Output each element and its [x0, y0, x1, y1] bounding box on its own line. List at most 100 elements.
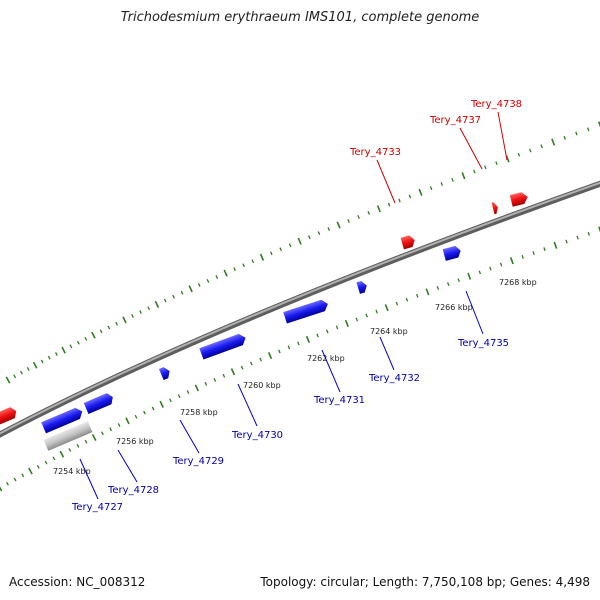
upper-track-tick	[398, 198, 401, 203]
scale-label-7266: 7266 kbp	[435, 303, 473, 312]
upper-track-tick	[61, 346, 66, 354]
scale-label-7260: 7260 kbp	[243, 381, 281, 390]
upper-track-tick	[528, 148, 532, 153]
gene-arrow-tery-4731[interactable]	[283, 298, 330, 324]
upper-track-tick	[223, 269, 228, 277]
upper-track-tick	[139, 310, 142, 314]
gene-arrow-tery-4732[interactable]	[356, 280, 368, 294]
gene-label-tery-4729[interactable]: Tery_4729	[172, 456, 224, 467]
scale-label-7268: 7268 kbp	[499, 278, 537, 287]
scale-label-7258: 7258 kbp	[180, 408, 218, 417]
lower-track-tick	[267, 351, 273, 360]
gene-arrow-tery-4737[interactable]	[491, 201, 500, 215]
forward-gene-features	[0, 191, 529, 425]
lower-track-tick	[326, 329, 329, 334]
upper-track-tick	[163, 298, 167, 303]
lower-track-tick	[159, 400, 164, 408]
gene-label-tery-4730[interactable]: Tery_4730	[231, 430, 283, 441]
upper-track-tick	[188, 285, 193, 293]
leader-tery-4730	[237, 383, 258, 427]
leader-tery-4738	[497, 111, 508, 161]
lower-track-tick	[553, 241, 558, 249]
upper-track-tick	[387, 202, 391, 207]
lower-track-tick	[84, 439, 88, 444]
accession-text: Accession: NC_008312	[9, 575, 146, 589]
upper-track-tick	[154, 300, 160, 308]
lower-track-tick	[287, 345, 291, 350]
upper-track-tick	[242, 263, 245, 268]
upper-track-tick	[122, 316, 127, 324]
gene-arrow-tery-4729[interactable]	[158, 366, 172, 381]
lower-track-tick	[134, 414, 138, 419]
upper-track-tick	[376, 205, 381, 213]
upper-track-tick	[91, 331, 96, 339]
gene-arrow-tery-4728[interactable]	[83, 392, 115, 414]
upper-track-tick	[233, 267, 236, 272]
upper-track-tick	[251, 259, 255, 264]
lower-track-tick	[565, 239, 568, 244]
upper-track-tick	[598, 121, 600, 128]
lower-track-tick	[222, 373, 226, 378]
upper-track-tick	[440, 182, 444, 186]
lower-track-tick	[0, 486, 3, 492]
gene-arrow-tery-4735[interactable]	[442, 245, 463, 261]
lower-track-tick	[587, 231, 591, 236]
upper-track-tick	[147, 306, 151, 311]
gene-label-tery-4733[interactable]: Tery_4733	[349, 147, 401, 158]
lower-track-tick	[91, 434, 97, 441]
gene-arrow-pseudo[interactable]	[43, 421, 93, 451]
upper-track-tick	[279, 247, 282, 252]
upper-track-tick	[429, 186, 433, 191]
gene-label-tery-4735[interactable]: Tery_4735	[457, 338, 509, 349]
upper-track-tick	[347, 219, 350, 223]
upper-track-tick	[357, 215, 360, 219]
upper-track-tick	[336, 221, 341, 229]
upper-track-tick	[69, 344, 73, 349]
lower-track-tick	[405, 297, 409, 302]
gene-label-tery-4727[interactable]: Tery_4727	[71, 502, 123, 513]
upper-track-tick	[575, 131, 578, 136]
scale-labels: 7254 kbp 7256 kbp 7258 kbp 7260 kbp 7262…	[53, 278, 537, 476]
genome-title: Trichodesmium erythraeum IMS101, complet…	[120, 10, 480, 25]
upper-track-tick	[215, 275, 219, 279]
upper-track-tick	[107, 325, 111, 330]
gene-label-tery-4731[interactable]: Tery_4731	[313, 395, 365, 406]
upper-track-tick	[115, 321, 118, 326]
upper-track-tick	[84, 337, 88, 341]
upper-track-tick	[32, 361, 38, 369]
genome-summary-text: Topology: circular; Length: 7,750,108 bp…	[260, 575, 590, 589]
lower-track-tick	[335, 325, 339, 330]
upper-track-tick	[317, 231, 321, 236]
gene-arrow-tery-4733[interactable]	[400, 234, 417, 250]
gene-label-tery-4738[interactable]: Tery_4738	[470, 99, 522, 110]
gene-label-tery-4728[interactable]: Tery_4728	[107, 485, 159, 496]
gene-label-tery-4737[interactable]: Tery_4737	[429, 115, 481, 126]
leader-tery-4732	[379, 336, 395, 371]
lower-track-tick	[259, 357, 262, 362]
scale-label-7254: 7254 kbp	[53, 467, 91, 476]
upper-track-tick	[76, 340, 80, 345]
leader-tery-4733	[376, 159, 396, 204]
upper-track-tick	[461, 172, 466, 180]
lower-track-tick	[230, 368, 236, 376]
gene-arrow-tery-4730[interactable]	[199, 332, 247, 360]
gene-arrow-left-edge[interactable]	[0, 406, 19, 425]
lower-track-tick	[344, 319, 349, 327]
upper-track-tick	[55, 352, 58, 356]
gene-label-tery-4732[interactable]: Tery_4732	[368, 373, 420, 384]
lower-track-tick	[467, 272, 472, 280]
upper-track-tick	[517, 152, 521, 157]
lower-track-tick	[6, 481, 9, 486]
upper-track-tick	[473, 169, 476, 174]
gene-arrow-tery-4727[interactable]	[41, 406, 84, 434]
lower-track-tick	[76, 443, 80, 448]
lower-track-tick	[68, 448, 72, 452]
lower-track-tick	[59, 450, 65, 458]
upper-track-tick	[586, 127, 590, 132]
lower-track-tick	[384, 304, 389, 312]
lower-track-tick	[478, 270, 482, 275]
gene-arrow-tery-4738[interactable]	[509, 191, 529, 207]
lower-track-tick	[305, 335, 311, 344]
leader-tery-4731	[321, 349, 341, 393]
